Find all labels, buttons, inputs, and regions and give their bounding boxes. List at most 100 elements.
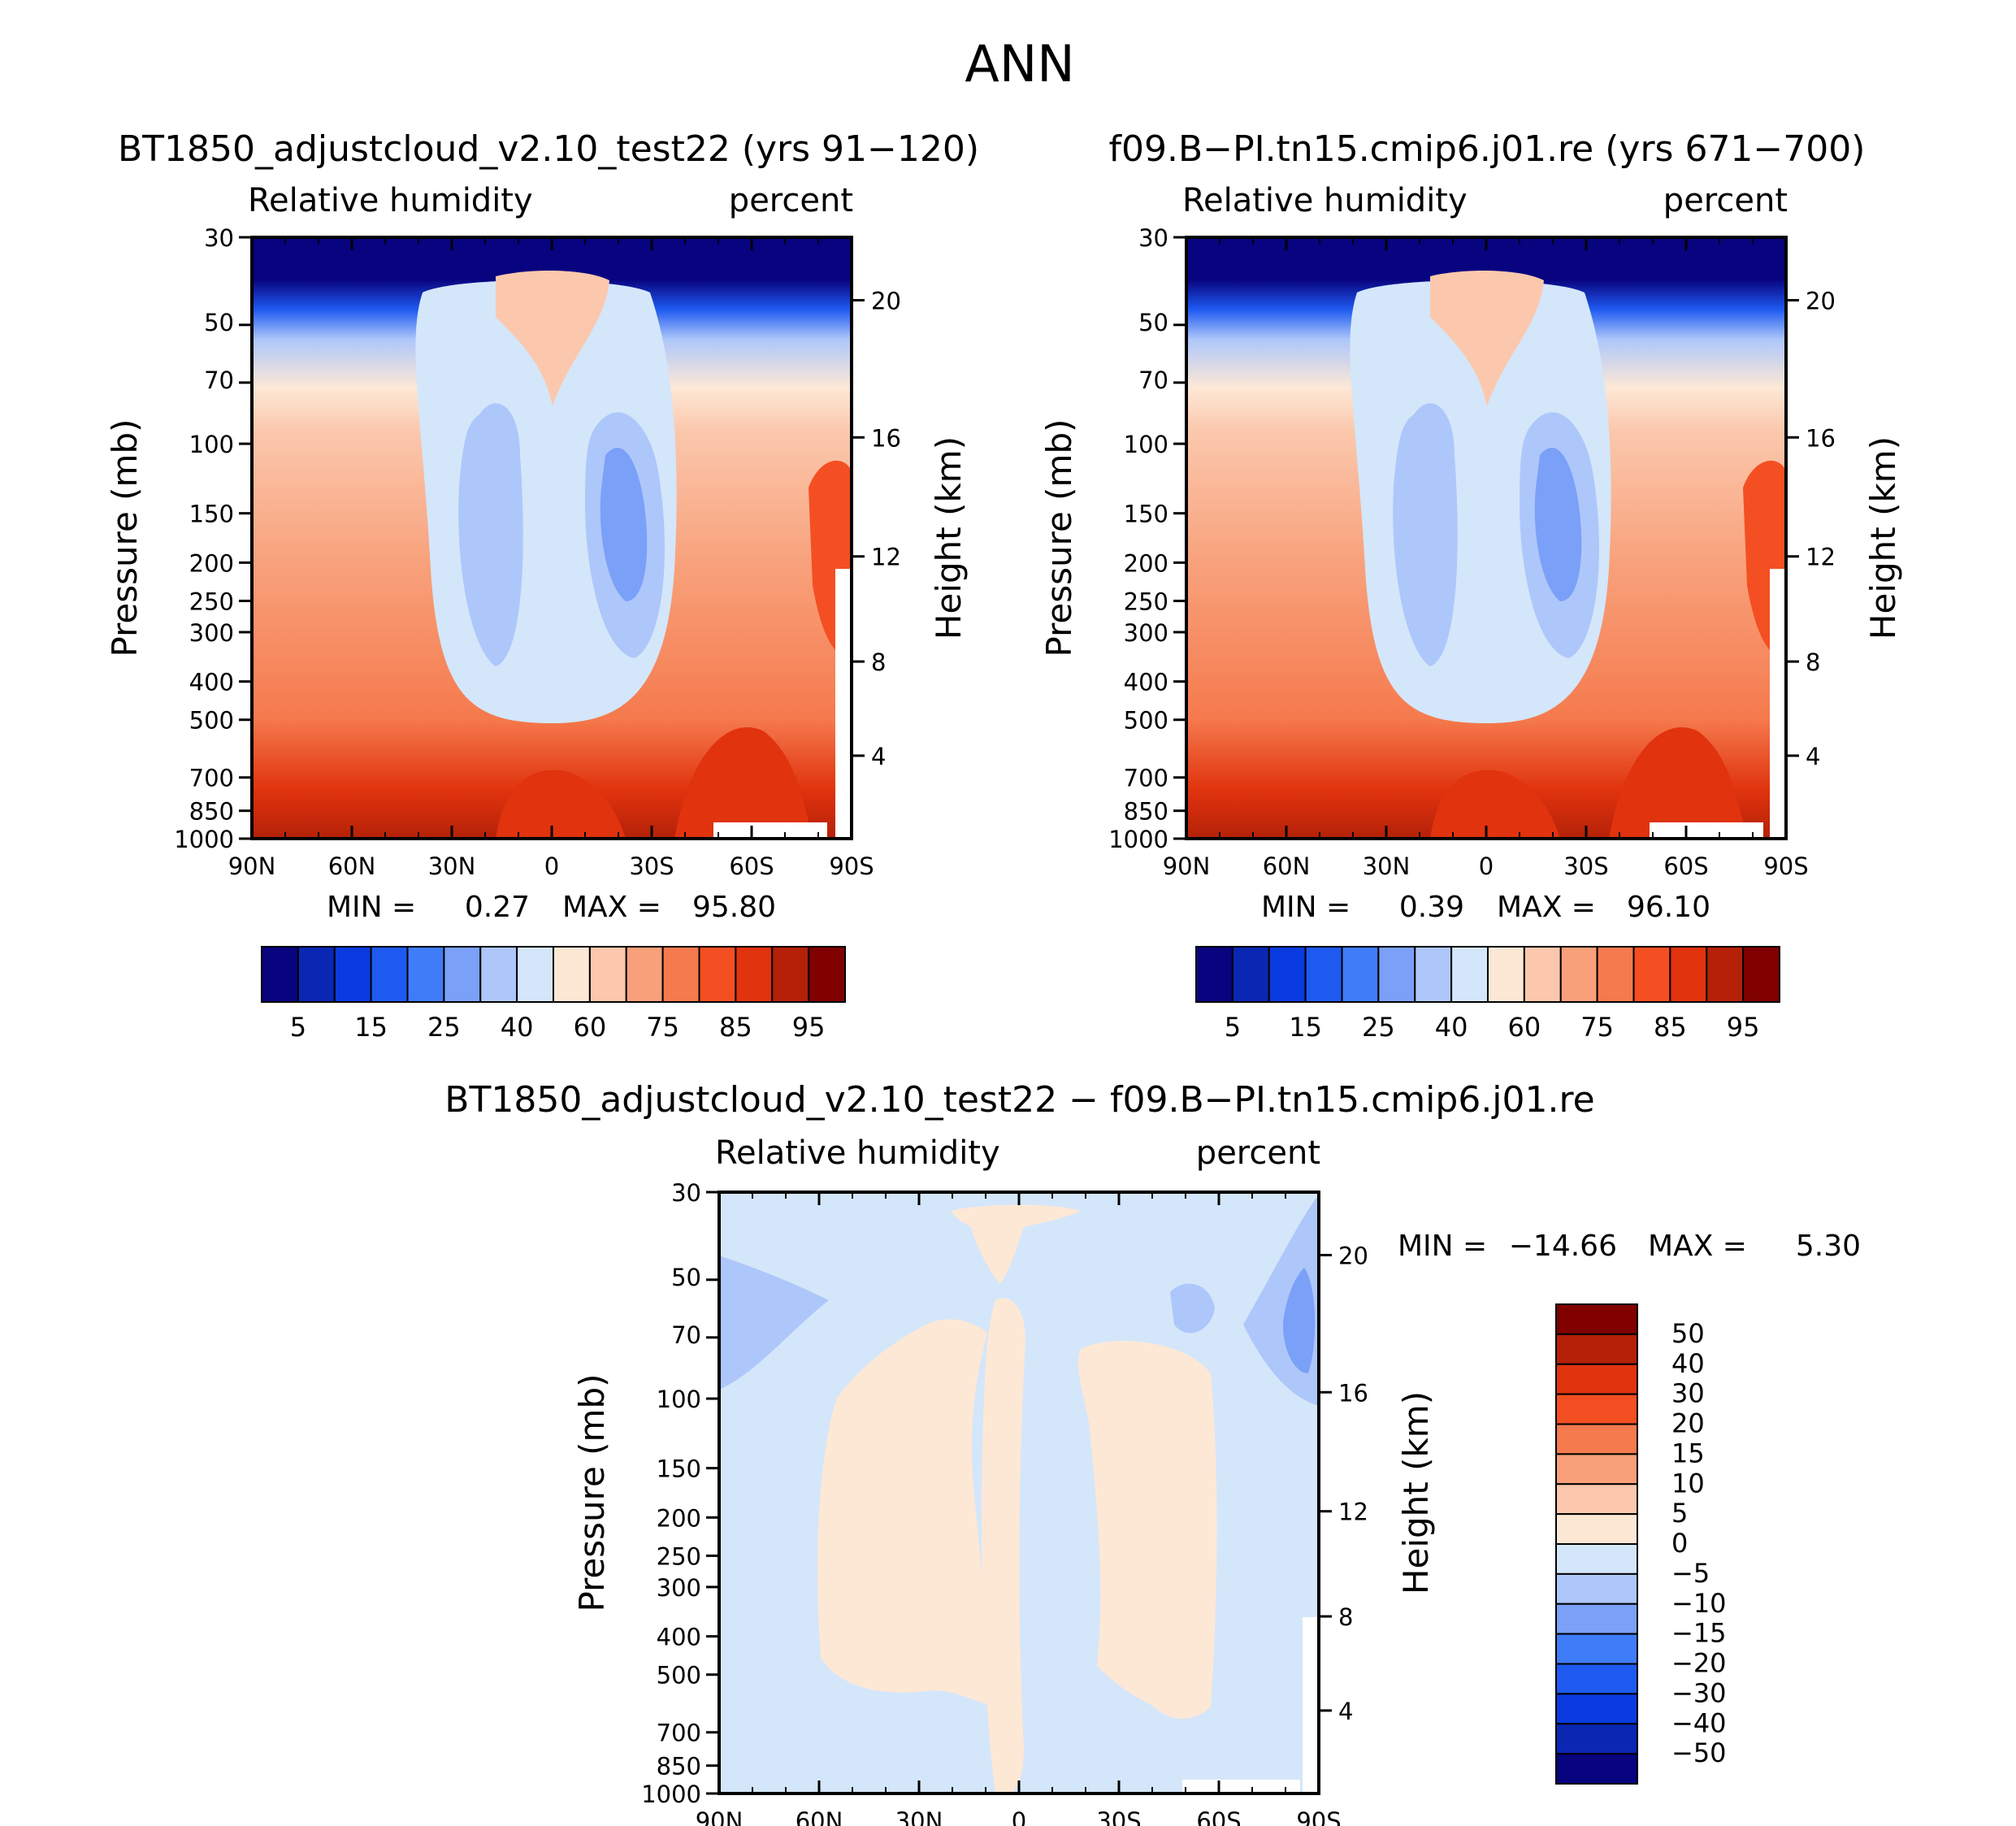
max-value: 95.80 bbox=[692, 891, 776, 924]
min-value: 0.39 bbox=[1399, 891, 1464, 924]
pressure-tick-label: 250 bbox=[1124, 588, 1168, 615]
colorbar-label: 40 bbox=[1435, 1012, 1468, 1043]
colorbar-swatch bbox=[1596, 946, 1635, 1003]
colorbar-swatch bbox=[771, 946, 810, 1003]
panel-title: BT1850_adjustcloud_v2.10_test22 (yrs 91−… bbox=[118, 128, 979, 170]
height-tick-label: 16 bbox=[1338, 1379, 1368, 1407]
colorbar-swatch bbox=[588, 946, 627, 1003]
colorbar-swatch bbox=[1555, 1753, 1638, 1785]
colorbar: 5 15 25 40 60 75 85 95 bbox=[261, 946, 846, 1043]
pressure-tick-label: 400 bbox=[657, 1624, 701, 1651]
min-label: MIN = bbox=[1398, 1230, 1487, 1263]
max-label: MAX = bbox=[1497, 891, 1596, 924]
y-axis-label-right: Height (km) bbox=[1396, 1391, 1436, 1594]
southern-boundary-moist bbox=[1609, 727, 1747, 839]
colorbar-swatch bbox=[1341, 946, 1380, 1003]
contour-field bbox=[252, 237, 852, 839]
y-axis-label-right: Height (km) bbox=[1863, 436, 1903, 640]
colorbar-swatch bbox=[1231, 946, 1270, 1003]
colorbar-swatch bbox=[1742, 946, 1780, 1003]
pressure-tick-label: 50 bbox=[204, 309, 234, 336]
latitude-tick-label: 30N bbox=[428, 852, 476, 880]
southern-boundary-moist bbox=[674, 727, 813, 839]
colorbar-swatch bbox=[1304, 946, 1343, 1003]
panel-title: f09.B−PI.tn15.cmip6.j01.re (yrs 671−700) bbox=[1109, 128, 1866, 170]
northern-dry-lobe bbox=[719, 1256, 829, 1390]
colorbar-swatch bbox=[1487, 946, 1525, 1003]
latitude-tick-label: 90N bbox=[228, 852, 276, 880]
colorbar-swatch bbox=[516, 946, 554, 1003]
pressure-tick-label: 100 bbox=[657, 1386, 701, 1413]
colorbar-swatch bbox=[261, 946, 299, 1003]
pressure-tick-label: 300 bbox=[1124, 619, 1168, 647]
colorbar-label: 95 bbox=[792, 1012, 826, 1043]
colorbar-swatch bbox=[297, 946, 336, 1003]
panel-difference: BT1850_adjustcloud_v2.10_test22 − f09.B−… bbox=[444, 1079, 1861, 1826]
min-label: MIN = bbox=[327, 891, 416, 924]
missing-data-region bbox=[1650, 822, 1763, 839]
pressure-tick-label: 400 bbox=[1124, 669, 1168, 696]
colorbar-swatch bbox=[479, 946, 518, 1003]
latitude-tick-label: 60S bbox=[1663, 852, 1708, 880]
pressure-tick-label: 400 bbox=[189, 669, 234, 696]
missing-data-edge bbox=[1303, 1617, 1319, 1793]
height-axis: 20 16 12 8 4 bbox=[1786, 287, 1836, 770]
southern-moist-band bbox=[1077, 1341, 1217, 1719]
latitude-tick-label: 30N bbox=[1363, 852, 1411, 880]
latitude-tick-label: 30S bbox=[629, 852, 674, 880]
latitude-tick-label: 30S bbox=[1096, 1807, 1141, 1826]
latitude-tick-label: 90N bbox=[1163, 852, 1211, 880]
pressure-tick-label: 500 bbox=[657, 1662, 701, 1689]
height-tick-label: 12 bbox=[1806, 544, 1836, 571]
colorbar: 5 15 25 40 60 75 85 95 bbox=[1195, 946, 1780, 1043]
subtropical-driest-south bbox=[600, 448, 648, 601]
height-tick-label: 16 bbox=[871, 424, 901, 452]
height-tick-label: 8 bbox=[871, 648, 886, 676]
colorbar-swatch bbox=[1414, 946, 1453, 1003]
colorbar-label: −30 bbox=[1671, 1677, 1727, 1708]
pressure-tick-label: 30 bbox=[671, 1179, 701, 1207]
y-axis-label: Pressure (mb) bbox=[1039, 419, 1079, 657]
northern-moist-band bbox=[817, 1319, 999, 1707]
colorbar-label: 85 bbox=[1654, 1012, 1687, 1043]
pressure-tick-label: 850 bbox=[657, 1753, 701, 1780]
variable-label: Relative humidity bbox=[1182, 182, 1468, 219]
pressure-tick-label: 50 bbox=[1138, 309, 1168, 336]
missing-data-edge bbox=[835, 569, 852, 839]
height-tick-label: 4 bbox=[1338, 1698, 1353, 1725]
colorbar-swatch bbox=[1555, 1633, 1638, 1665]
panel-title: BT1850_adjustcloud_v2.10_test22 − f09.B−… bbox=[444, 1079, 1594, 1121]
pressure-tick-label: 150 bbox=[657, 1455, 701, 1483]
height-tick-label: 12 bbox=[1338, 1499, 1368, 1526]
subtropical-dry-north bbox=[458, 403, 523, 666]
colorbar-swatch bbox=[1555, 1363, 1638, 1395]
boundary-layer-moist bbox=[496, 770, 626, 839]
y-axis-label: Pressure (mb) bbox=[572, 1373, 612, 1611]
subtropical-driest-south bbox=[1534, 448, 1582, 601]
missing-data-region bbox=[713, 822, 827, 839]
pressure-tick-label: 100 bbox=[189, 431, 234, 458]
colorbar-label: 40 bbox=[1671, 1348, 1705, 1379]
pressure-tick-label: 1000 bbox=[174, 826, 234, 853]
colorbar-swatch bbox=[661, 946, 700, 1003]
colorbar-swatch bbox=[625, 946, 664, 1003]
height-tick-label: 20 bbox=[871, 287, 901, 314]
colorbar-swatch bbox=[1669, 946, 1708, 1003]
colorbar-label: 10 bbox=[1671, 1468, 1705, 1499]
pressure-tick-label: 850 bbox=[189, 798, 234, 826]
pressure-tick-label: 100 bbox=[1124, 431, 1168, 458]
colorbar-swatch bbox=[1632, 946, 1671, 1003]
latitude-axis: 90N 60N 30N 0 30S 60S 90S bbox=[1163, 237, 1809, 880]
colorbar-label: 75 bbox=[1580, 1012, 1614, 1043]
colorbar-label: 15 bbox=[354, 1012, 388, 1043]
y-axis-label-right: Height (km) bbox=[929, 436, 969, 640]
colorbar-label: −40 bbox=[1671, 1707, 1727, 1738]
boundary-layer-moist bbox=[1430, 770, 1560, 839]
colorbar-swatch bbox=[1450, 946, 1489, 1003]
panel-control-case: f09.B−PI.tn15.cmip6.j01.re (yrs 671−700)… bbox=[1039, 128, 1903, 1043]
pressure-tick-label: 300 bbox=[657, 1574, 701, 1602]
southern-driest-core bbox=[1283, 1268, 1316, 1373]
latitude-tick-label: 90S bbox=[1763, 852, 1808, 880]
